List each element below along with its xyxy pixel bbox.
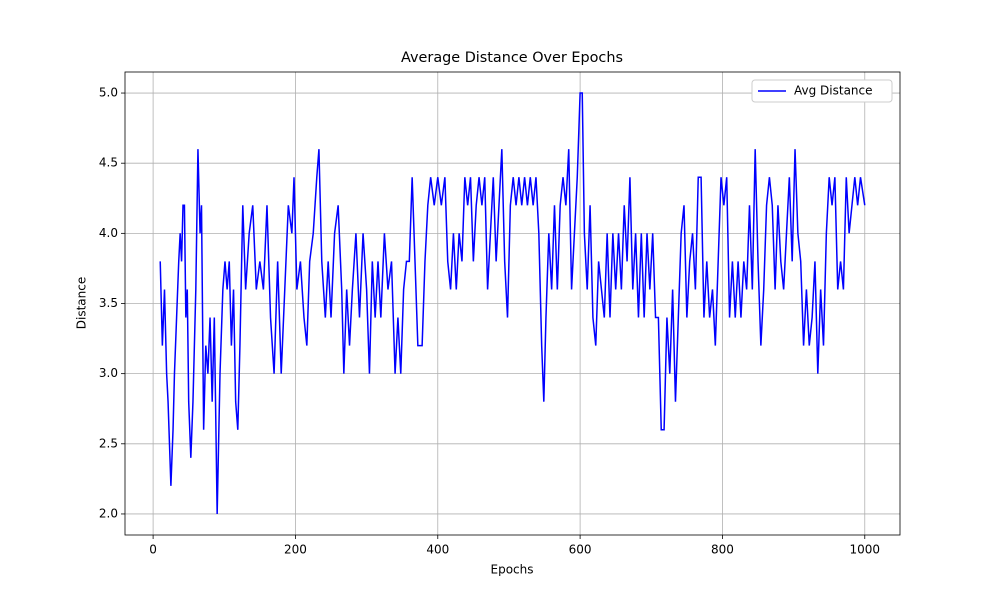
y-tick-label: 3.0 xyxy=(99,366,118,380)
x-tick-label: 200 xyxy=(284,543,307,557)
legend: Avg Distance xyxy=(751,79,893,103)
x-axis-label: Epochs xyxy=(491,563,534,577)
y-tick-label: 2.5 xyxy=(99,436,118,450)
x-tick-label: 0 xyxy=(149,543,157,557)
y-axis-label: Distance xyxy=(75,277,89,329)
y-tick-label: 3.5 xyxy=(99,296,118,310)
legend-box xyxy=(751,79,893,103)
y-tick-label: 2.0 xyxy=(99,506,118,520)
y-tick-label: 5.0 xyxy=(99,86,118,100)
x-tick-label: 800 xyxy=(711,543,734,557)
x-tick-label: 1000 xyxy=(849,543,880,557)
y-tick-label: 4.5 xyxy=(99,156,118,170)
data-line xyxy=(159,92,866,514)
plot-frame xyxy=(124,71,901,536)
legend-label: Avg Distance xyxy=(794,84,873,98)
y-tick-label: 4.0 xyxy=(99,226,118,240)
chart-title: Average Distance Over Epochs xyxy=(401,50,623,66)
x-tick-label: 400 xyxy=(426,543,449,557)
x-tick-label: 600 xyxy=(569,543,592,557)
